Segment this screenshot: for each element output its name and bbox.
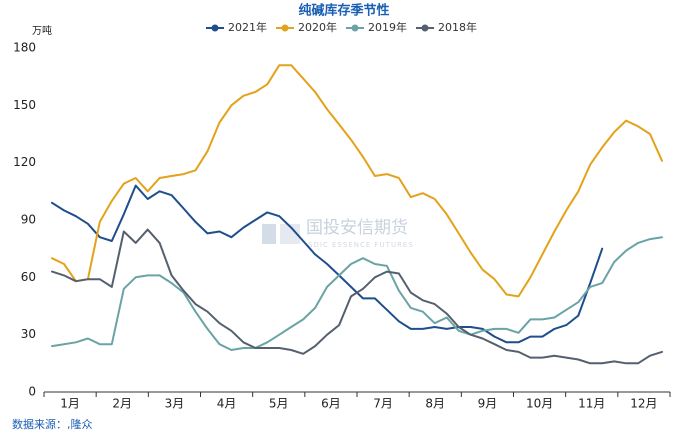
legend-label: 2019年: [368, 20, 407, 34]
series-line-2021-tail: [577, 247, 604, 317]
y-tick-label: 150: [13, 98, 36, 112]
series-line-2019: [51, 236, 663, 351]
x-tick-label: 8月: [425, 397, 445, 411]
x-axis: 1月 2月 3月 4月 5月 6月 7月 8月 9月 10月 11月 12月: [43, 391, 671, 411]
watermark-subtext: SDIC ESSENCE FUTURES: [308, 241, 414, 249]
legend: 2021年 2020年 2019年 2018年: [206, 20, 477, 34]
legend-label: 2018年: [438, 20, 477, 34]
series-line-2020: [51, 64, 663, 298]
chart-title: 纯碱库存季节性: [298, 3, 389, 19]
y-axis: 0 30 60 90 120 150 180: [13, 41, 36, 399]
x-tick-label: 4月: [217, 397, 237, 411]
x-tick-label: 9月: [478, 397, 498, 411]
x-tick-label: 3月: [165, 397, 185, 411]
x-tick-label: 12月: [630, 397, 657, 411]
watermark-text: 国投安信期货: [306, 218, 408, 238]
watermark-logo-bar: [262, 224, 276, 244]
x-tick-label: 5月: [269, 397, 289, 411]
y-tick-label: 0: [28, 385, 36, 399]
y-tick-label: 180: [13, 41, 36, 55]
legend-label: 2020年: [298, 20, 337, 34]
x-tick-label: 10月: [526, 397, 553, 411]
series-line-2018: [51, 228, 663, 365]
series-line-2021: [51, 184, 580, 344]
watermark: 国投安信期货 SDIC ESSENCE FUTURES: [262, 218, 414, 249]
x-tick-label: 2月: [112, 397, 132, 411]
source-note: 数据来源：,隆众: [12, 417, 93, 431]
y-tick-label: 90: [21, 213, 36, 227]
x-tick-label: 6月: [321, 397, 341, 411]
y-tick-label: 60: [21, 270, 36, 284]
watermark-logo-block: [280, 224, 300, 244]
legend-label: 2021年: [228, 20, 267, 34]
y-tick-label: 30: [21, 327, 36, 341]
y-tick-label: 120: [13, 155, 36, 169]
series-layer: [51, 64, 663, 365]
legend-swatch-marker: [421, 24, 429, 32]
x-tick-label: 7月: [373, 397, 393, 411]
legend-swatch-marker: [281, 24, 289, 32]
legend-swatch-marker: [211, 24, 219, 32]
y-unit-label: 万吨: [32, 24, 52, 37]
x-tick-label: 1月: [60, 397, 80, 411]
x-tick-label: 11月: [578, 397, 605, 411]
legend-swatch-marker: [351, 24, 359, 32]
